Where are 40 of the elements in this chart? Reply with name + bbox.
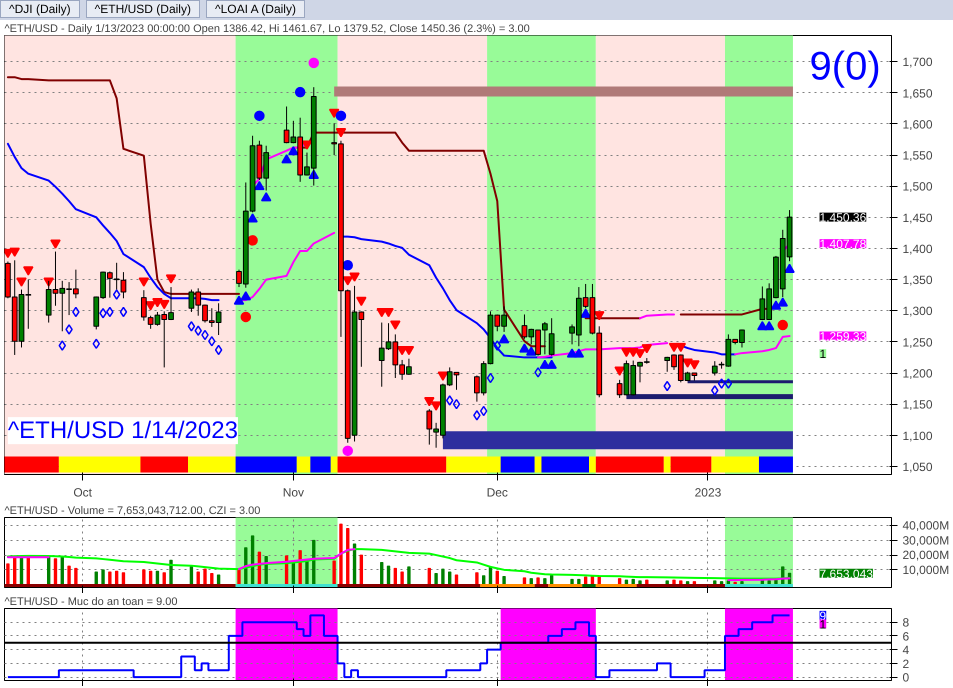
annotation: ^ETH/USD 1/14/2023 [8, 417, 238, 444]
y-tick-label: 1,500 [902, 180, 933, 194]
y-tick-label: 1,050 [902, 460, 933, 474]
y-tick-label: 1,350 [902, 273, 933, 288]
y-tick-label: 4 [902, 643, 910, 658]
x-tick-label: Oct [73, 486, 93, 500]
annotation: 1,407.78 [820, 237, 867, 252]
text: ^DJI (Daily) [0, 0, 80, 18]
y-tick-label: 1,700 [902, 55, 933, 70]
chart-title: ^ETH/USD - Daily 1/13/2023 00:00:00 Open 1386.42, Hi 1461.67, Lo 1379.52, Close 1450.36 (2.3%) = 3.00 [4, 23, 530, 35]
annotation: 9(0) [810, 44, 881, 88]
annotation: 1,450.36 [820, 210, 867, 225]
y-tick-label: 1,550 [902, 148, 933, 163]
annotation: 1,259.33 [820, 330, 867, 344]
y-tick-label: 1,450 [902, 210, 933, 225]
y-tick-label: 1,300 [902, 304, 933, 318]
y-tick-label: 1,400 [902, 242, 933, 256]
text: ^LOAI A (Daily) [206, 0, 305, 18]
chart-title: ^ETH/USD - Volume = 7,653,043,712.00, CZI = 3.00 [4, 505, 260, 517]
y-tick-label: 2 [902, 656, 910, 671]
annotation: 7,653,043 [820, 566, 874, 581]
x-tick-label: Dec [486, 486, 508, 500]
y-tick-label: 6 [902, 629, 910, 644]
y-tick-label: 8 [902, 616, 910, 630]
text: ^ETH/USD (Daily) [86, 0, 200, 18]
y-tick-label: 10,000M [902, 562, 950, 577]
y-tick-label: 1,600 [902, 117, 933, 132]
y-tick-label: 20,000M [902, 548, 950, 562]
y-tick-label: 30,000M [902, 533, 950, 548]
y-tick-label: 40,000M [902, 518, 950, 533]
y-tick-label: 1,200 [902, 366, 933, 380]
x-tick-label: Nov [282, 486, 304, 500]
y-tick-label: 1,150 [902, 398, 933, 412]
y-tick-label: 1,650 [902, 86, 933, 100]
y-tick-label: 0 [902, 670, 910, 685]
annotation: 1 [820, 347, 827, 362]
x-tick-label: 2023 [694, 486, 722, 500]
y-tick-label: 1,250 [902, 335, 933, 350]
chart-title: ^ETH/USD - Muc do an toan = 9.00 [4, 596, 178, 608]
y-tick-label: 1,100 [902, 428, 933, 443]
